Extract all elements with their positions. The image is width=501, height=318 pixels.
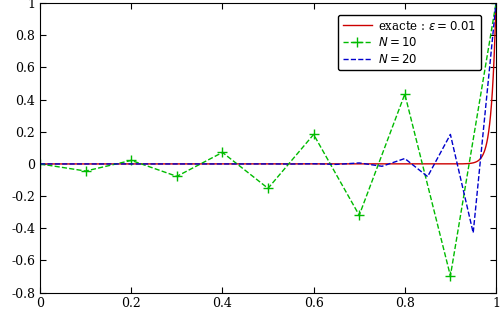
Line: $N = 10$: $N = 10$ xyxy=(35,0,501,281)
$N = 10$ xyxy=(356,213,362,217)
$N = 10$ xyxy=(37,162,43,166)
exacte : $\varepsilon = 0.01$: (1, 1): $\varepsilon = 0.01$: (1, 1) xyxy=(493,1,499,5)
exacte : $\varepsilon = 0.01$: (0.46, 3.44e-24): $\varepsilon = 0.01$: (0.46, 3.44e-24) xyxy=(246,162,253,166)
$N = 20$ xyxy=(447,133,453,136)
$N = 20$ xyxy=(265,162,271,166)
exacte : $\varepsilon = 0.01$: (0.787, 5.84e-10): $\varepsilon = 0.01$: (0.787, 5.84e-10) xyxy=(396,162,402,166)
Line: exacte : $\varepsilon = 0.01$: exacte : $\varepsilon = 0.01$ xyxy=(40,3,496,164)
$N = 20$ xyxy=(151,162,157,166)
exacte : $\varepsilon = 0.01$: (0, 0): $\varepsilon = 0.01$: (0, 0) xyxy=(37,162,43,166)
Line: $N = 20$: $N = 20$ xyxy=(40,3,496,233)
$N = 10$ xyxy=(265,186,271,190)
exacte : $\varepsilon = 0.01$: (0.971, 0.0549): $\varepsilon = 0.01$: (0.971, 0.0549) xyxy=(480,153,486,157)
$N = 10$ xyxy=(83,169,89,173)
$N = 20$ xyxy=(493,1,499,5)
$N = 10$ xyxy=(219,150,225,154)
exacte : $\varepsilon = 0.01$: (0.97, 0.0523): $\varepsilon = 0.01$: (0.97, 0.0523) xyxy=(479,154,485,157)
$N = 20$ xyxy=(105,162,111,166)
$N = 20$ xyxy=(402,157,408,161)
$N = 20$ xyxy=(128,162,134,166)
exacte : $\varepsilon = 0.01$: (0.486, 4.87e-23): $\varepsilon = 0.01$: (0.486, 4.87e-23) xyxy=(259,162,265,166)
$N = 10$ xyxy=(402,92,408,96)
$N = 20$ xyxy=(425,175,431,178)
$N = 20$ xyxy=(83,162,89,166)
$N = 20$ xyxy=(242,162,248,166)
$N = 20$ xyxy=(174,162,180,166)
$N = 10$ xyxy=(311,133,317,136)
$N = 20$ xyxy=(196,162,202,166)
$N = 20$ xyxy=(470,231,476,235)
$N = 20$ xyxy=(379,164,385,168)
exacte : $\varepsilon = 0.01$: (0.051, 6.08e-42): $\varepsilon = 0.01$: (0.051, 6.08e-42) xyxy=(60,162,66,166)
$N = 10$ xyxy=(493,1,499,5)
$N = 20$ xyxy=(311,162,317,166)
Legend: exacte : $\varepsilon = 0.01$, $N = 10$, $N = 20$: exacte : $\varepsilon = 0.01$, $N = 10$,… xyxy=(338,15,481,70)
$N = 20$ xyxy=(334,162,340,166)
$N = 10$ xyxy=(128,158,134,162)
$N = 20$ xyxy=(219,162,225,166)
$N = 20$ xyxy=(37,162,43,166)
$N = 20$ xyxy=(356,161,362,165)
$N = 20$ xyxy=(60,162,66,166)
$N = 10$ xyxy=(447,274,453,278)
$N = 20$ xyxy=(288,162,294,166)
$N = 10$ xyxy=(174,175,180,178)
